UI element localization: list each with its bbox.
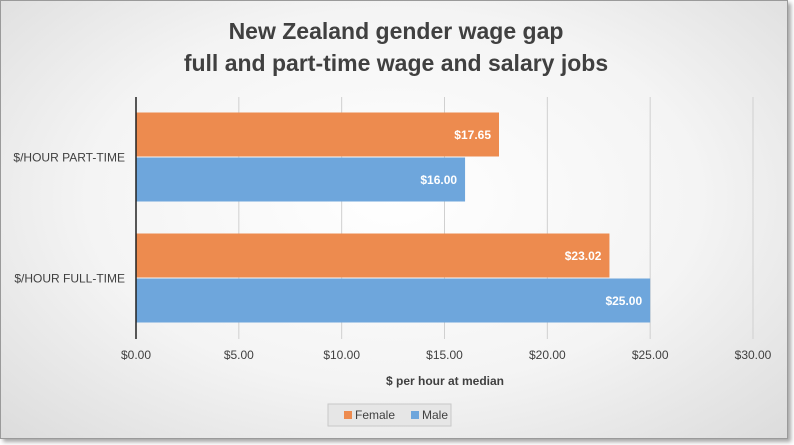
- category-labels: $/HOUR PART-TIME $/HOUR FULL-TIME: [13, 151, 125, 286]
- data-label: $23.02: [565, 249, 602, 263]
- legend-swatch-female: [344, 411, 352, 419]
- chart-svg: New Zealand gender wage gap full and par…: [13, 18, 772, 427]
- category-label: $/HOUR FULL-TIME: [14, 272, 125, 286]
- chart-title-line-1: New Zealand gender wage gap: [229, 18, 564, 44]
- x-tick-label: $30.00: [735, 348, 772, 362]
- x-tick-label: $5.00: [224, 348, 254, 362]
- legend-box: [327, 403, 452, 427]
- x-tick-label: $20.00: [529, 348, 566, 362]
- legend: Female Male: [327, 403, 452, 427]
- bar-male-0: [136, 157, 466, 202]
- chart-title-line-2: full and part-time wage and salary jobs: [184, 50, 608, 76]
- legend-swatch-male: [411, 411, 419, 419]
- x-tick-label: $15.00: [426, 348, 463, 362]
- bar-male-1: [136, 278, 651, 323]
- legend-label-male: Male: [422, 408, 448, 422]
- x-axis-title: $ per hour at median: [386, 374, 504, 388]
- data-label: $17.65: [454, 128, 491, 142]
- legend-label-female: Female: [355, 408, 395, 422]
- bar-female-1: [136, 233, 610, 278]
- x-tick-labels: $0.00 $5.00 $10.00 $15.00 $20.00 $25.00 $30.00: [121, 348, 772, 362]
- data-label: $16.00: [420, 173, 457, 187]
- bar-female-0: [136, 112, 500, 157]
- x-tick-label: $10.00: [323, 348, 360, 362]
- data-label: $25.00: [605, 294, 642, 308]
- bars: $17.65 $16.00 $23.02 $25.00: [136, 112, 651, 323]
- x-tick-label: $0.00: [121, 348, 151, 362]
- category-label: $/HOUR PART-TIME: [13, 151, 125, 165]
- chart-frame: New Zealand gender wage gap full and par…: [0, 0, 788, 439]
- x-tick-label: $25.00: [632, 348, 669, 362]
